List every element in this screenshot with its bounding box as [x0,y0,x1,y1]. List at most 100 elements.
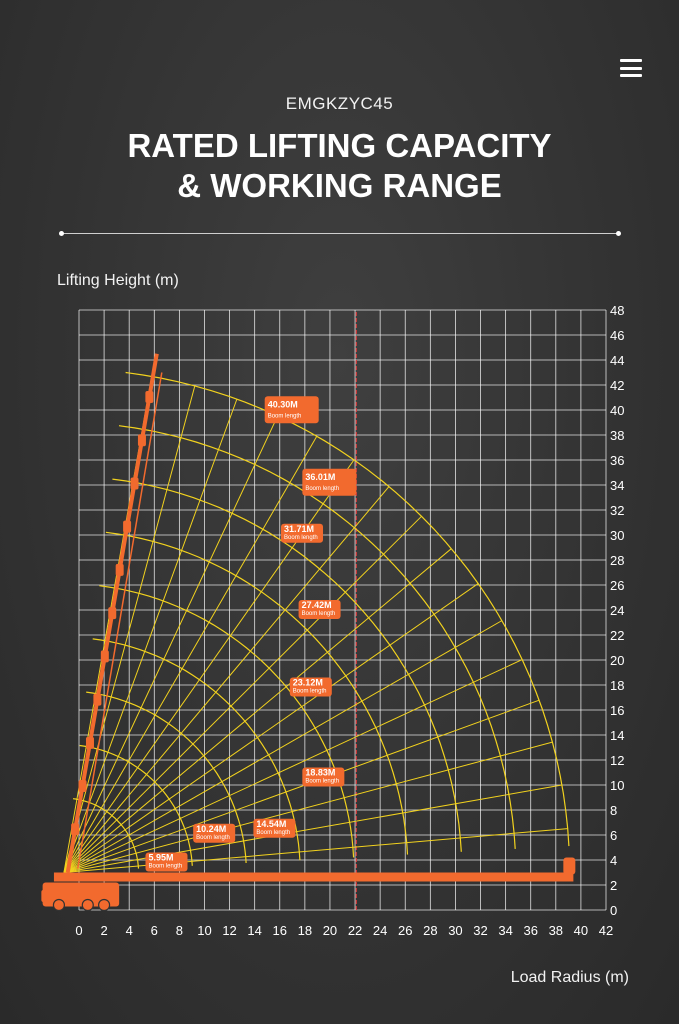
boom-length-value: 18.83M [305,768,335,778]
boom-range-arc [112,478,462,852]
y-tick-label: 24 [610,603,624,618]
boom-angle-line [63,699,540,873]
boom-length-label [302,767,345,787]
x-tick-label: 2 [100,923,107,938]
y-tick-label: 30 [610,528,624,543]
x-tick-label: 38 [549,923,563,938]
boom-section-joint [137,434,146,447]
y-tick-labels: 0246810121416182022242628303234363840424… [610,303,624,918]
title-line-1: RATED LIFTING CAPACITY [127,127,552,164]
y-tick-label: 12 [610,753,624,768]
boom-length-caption: Boom length [305,486,339,492]
y-tick-label: 26 [610,578,624,593]
boom-length-caption: Boom length [302,611,336,617]
boom-length-caption: Boom length [196,835,230,841]
boom-length-value: 40.30M [268,399,298,409]
boom-length-label [193,823,236,843]
x-tick-labels: 0 2 4 6 8 10 12 14 16 18 20 22 24 26 28 30 32 34 36 38 40 42 [75,923,613,938]
x-tick-label: 8 [176,923,183,938]
x-tick-label: 32 [473,923,487,938]
truck-wheel [52,898,66,912]
boom-length-caption: Boom length [268,413,302,419]
truck-wheel [97,898,111,912]
y-tick-label: 14 [610,728,624,743]
boom-range-arc [92,638,301,861]
crane-illustration [41,353,576,912]
boom-arm-rail [77,372,163,869]
working-platform-track [53,872,574,882]
y-tick-label: 8 [610,803,617,818]
boom-range-arc [105,531,409,855]
y-tick-label: 18 [610,678,624,693]
boom-angle-line [63,435,318,873]
boom-length-caption: Boom length [149,864,183,870]
menu-bar [620,66,642,70]
y-tick-label: 16 [610,703,624,718]
boom-range-arc [99,585,355,858]
y-tick-label: 34 [610,478,624,493]
x-tick-label: 6 [151,923,158,938]
y-tick-label: 10 [610,778,624,793]
y-tick-label: 2 [610,878,617,893]
y-tick-label: 4 [610,853,617,868]
x-tick-label: 34 [498,923,512,938]
y-tick-label: 40 [610,403,624,418]
x-tick-label: 42 [599,923,613,938]
chart-grid [78,309,607,911]
x-tick-label: 28 [423,923,437,938]
boom-length-caption: Boom length [305,779,339,785]
boom-angle-line [63,741,553,873]
boom-angle-line [63,659,523,873]
boom-length-label [264,396,319,424]
boom-range-arc [118,425,516,849]
boom-angle-line [63,398,238,873]
boom-length-value: 36.01M [305,472,335,482]
model-subtitle: EMGKZYC45 [285,94,394,113]
boom-angle-line [63,515,422,873]
hamburger-menu-icon[interactable] [620,58,642,78]
y-tick-label: 42 [610,378,624,393]
boom-length-caption: Boom length [293,689,327,695]
boom-range-arc [86,691,247,864]
boom-range-arc [72,798,140,869]
boom-section-joint [130,477,139,490]
boom-length-value: 10.24M [196,824,226,834]
boom-length-label [281,523,324,543]
platform-end-cap [563,857,576,875]
x-tick-label: 18 [298,923,312,938]
y-tick-label: 32 [610,503,624,518]
boom-length-caption: Boom length [284,535,318,541]
menu-bar [620,59,642,62]
y-tick-label: 6 [610,828,617,843]
boom-section-joint [123,520,132,533]
x-tick-label: 26 [398,923,412,938]
boom-length-value: 23.12M [293,678,323,688]
x-tick-label: 40 [574,923,588,938]
x-tick-label: 16 [273,923,287,938]
x-tick-label: 4 [126,923,133,938]
truck-wheel [81,898,94,912]
boom-section-joint [145,390,154,403]
boom-angle-line [63,415,279,873]
boom-length-label [289,677,332,697]
boom-length-value: 27.42M [302,600,332,610]
title-line-2: & WORKING RANGE [177,167,502,204]
boom-range-arc [125,371,570,847]
boom-section-joint [115,563,124,576]
boom-section-joint [108,607,117,620]
y-tick-label: 46 [610,328,624,343]
x-tick-label: 22 [348,923,362,938]
boom-length-label [298,600,341,619]
x-tick-label: 12 [222,923,236,938]
boom-angle-line [63,486,390,873]
boom-length-value: 5.95M [149,853,174,863]
boom-section-joint [78,780,87,793]
boom-length-value: 14.54M [256,819,286,829]
x-tick-label: 30 [448,923,462,938]
y-tick-label: 38 [610,428,624,443]
boom-angle-line [63,548,452,873]
x-tick-label: 36 [523,923,537,938]
x-tick-label: 20 [323,923,337,938]
y-tick-label: 20 [610,653,624,668]
